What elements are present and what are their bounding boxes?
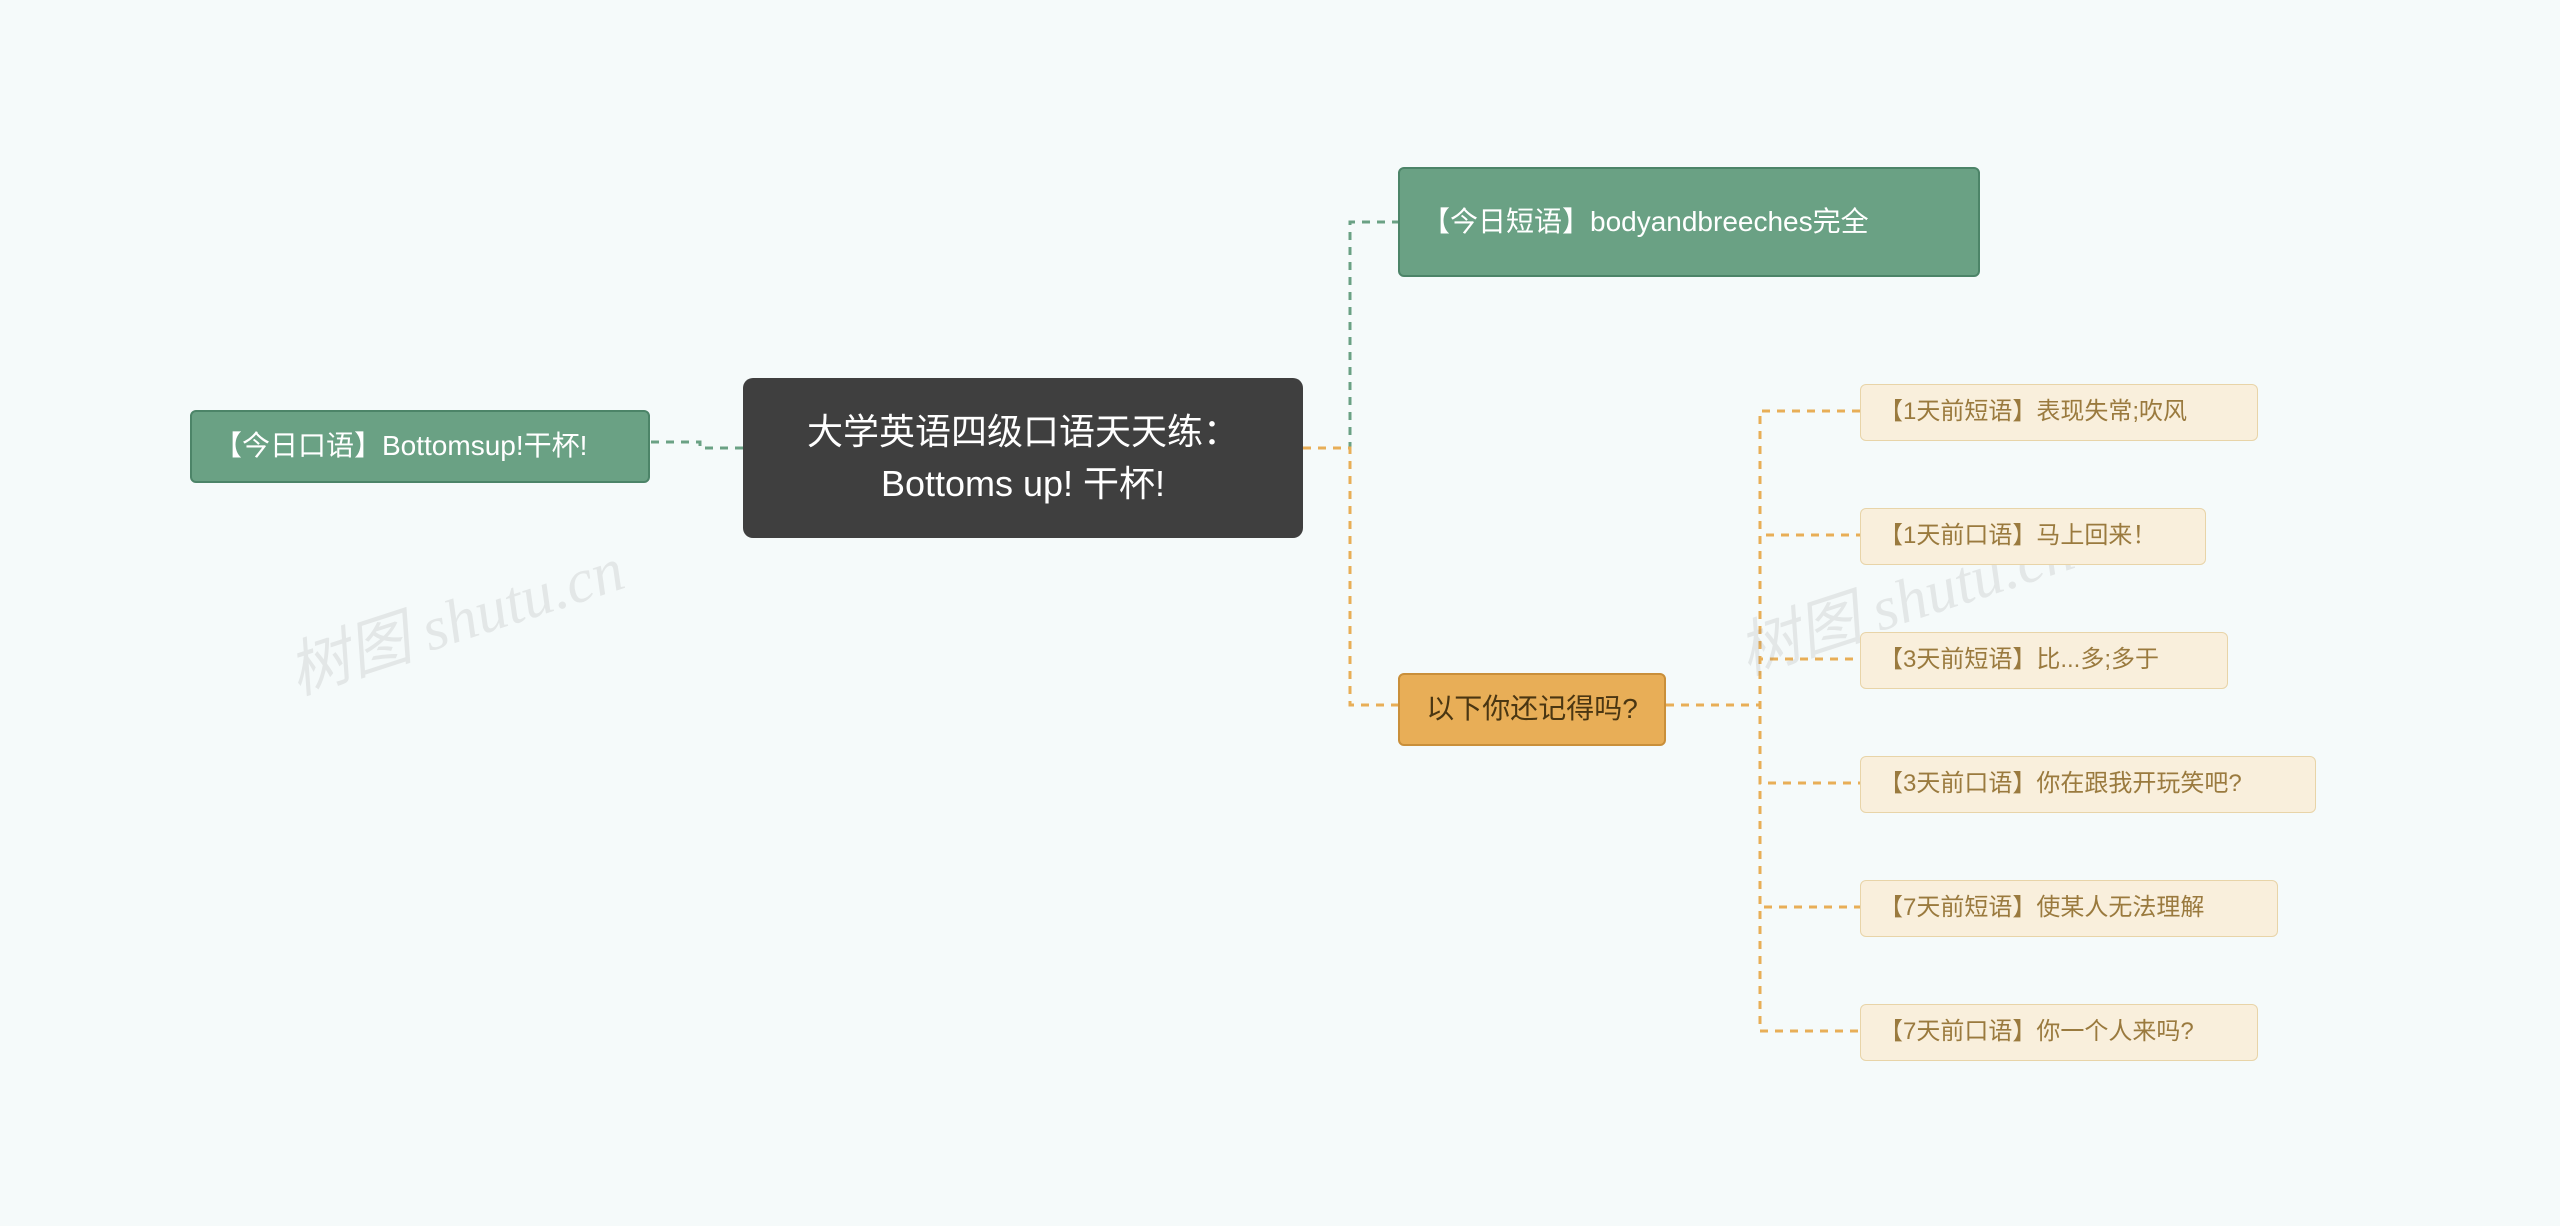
mindmap-canvas: 树图 shutu.cn 树图 shutu.cn 大学英语四级口语天天练：Bott… bbox=[0, 0, 2560, 1226]
leaf-label: 【7天前短语】使某人无法理解 bbox=[1879, 891, 2204, 926]
leaf-node[interactable]: 【3天前口语】你在跟我开玩笑吧? bbox=[1860, 756, 2316, 813]
leaf-node[interactable]: 【3天前短语】比...多;多于 bbox=[1860, 632, 2228, 689]
watermark-1: 树图 shutu.cn bbox=[275, 518, 634, 711]
root-label: 大学英语四级口语天天练：Bottoms up! 干杯! bbox=[781, 406, 1265, 510]
leaf-node[interactable]: 【7天前口语】你一个人来吗? bbox=[1860, 1004, 2258, 1061]
leaf-label: 【7天前口语】你一个人来吗? bbox=[1879, 1015, 2194, 1050]
leaf-node[interactable]: 【1天前短语】表现失常;吹风 bbox=[1860, 384, 2258, 441]
root-node[interactable]: 大学英语四级口语天天练：Bottoms up! 干杯! bbox=[743, 378, 1303, 538]
leaf-label: 【3天前口语】你在跟我开玩笑吧? bbox=[1879, 767, 2242, 802]
node-today-spoken[interactable]: 【今日口语】Bottomsup!干杯! bbox=[190, 410, 650, 483]
leaf-node[interactable]: 【7天前短语】使某人无法理解 bbox=[1860, 880, 2278, 937]
leaf-label: 【3天前短语】比...多;多于 bbox=[1879, 643, 2159, 678]
leaf-label: 【1天前口语】马上回来！ bbox=[1879, 519, 2156, 554]
node-today-phrase[interactable]: 【今日短语】bodyandbreeches完全 bbox=[1398, 167, 1980, 277]
node-remember-label: 以下你还记得吗? bbox=[1426, 689, 1638, 730]
leaf-label: 【1天前短语】表现失常;吹风 bbox=[1879, 395, 2187, 430]
node-remember[interactable]: 以下你还记得吗? bbox=[1398, 673, 1666, 746]
leaf-node[interactable]: 【1天前口语】马上回来！ bbox=[1860, 508, 2206, 565]
node-today-phrase-label: 【今日短语】bodyandbreeches完全 bbox=[1422, 202, 1869, 243]
node-today-spoken-label: 【今日口语】Bottomsup!干杯! bbox=[214, 426, 587, 467]
